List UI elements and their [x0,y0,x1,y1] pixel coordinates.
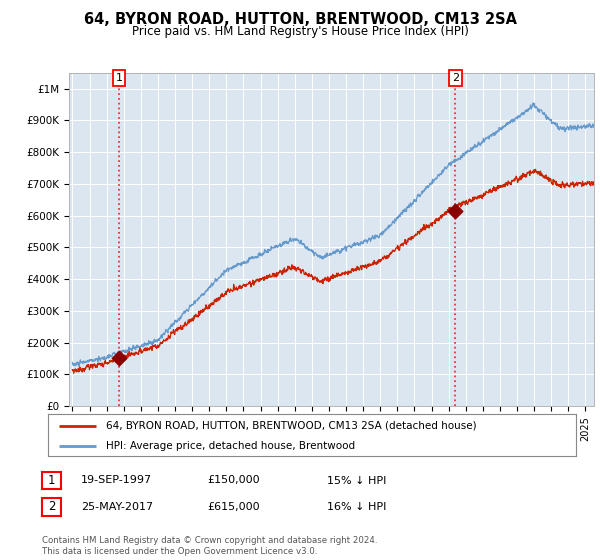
Text: HPI: Average price, detached house, Brentwood: HPI: Average price, detached house, Bren… [106,441,355,451]
Text: 2: 2 [48,500,55,514]
Text: 16% ↓ HPI: 16% ↓ HPI [327,502,386,512]
Text: £150,000: £150,000 [207,475,260,486]
Text: 2: 2 [452,73,459,83]
Text: Price paid vs. HM Land Registry's House Price Index (HPI): Price paid vs. HM Land Registry's House … [131,25,469,38]
Text: 64, BYRON ROAD, HUTTON, BRENTWOOD, CM13 2SA: 64, BYRON ROAD, HUTTON, BRENTWOOD, CM13 … [83,12,517,27]
Text: 19-SEP-1997: 19-SEP-1997 [81,475,152,486]
Text: 64, BYRON ROAD, HUTTON, BRENTWOOD, CM13 2SA (detached house): 64, BYRON ROAD, HUTTON, BRENTWOOD, CM13 … [106,421,477,431]
Point [114,354,124,363]
Text: 25-MAY-2017: 25-MAY-2017 [81,502,153,512]
Text: Contains HM Land Registry data © Crown copyright and database right 2024.
This d: Contains HM Land Registry data © Crown c… [42,536,377,556]
Text: £615,000: £615,000 [207,502,260,512]
Text: 15% ↓ HPI: 15% ↓ HPI [327,475,386,486]
Text: 1: 1 [48,474,55,487]
Point [451,207,460,216]
Text: 1: 1 [115,73,122,83]
